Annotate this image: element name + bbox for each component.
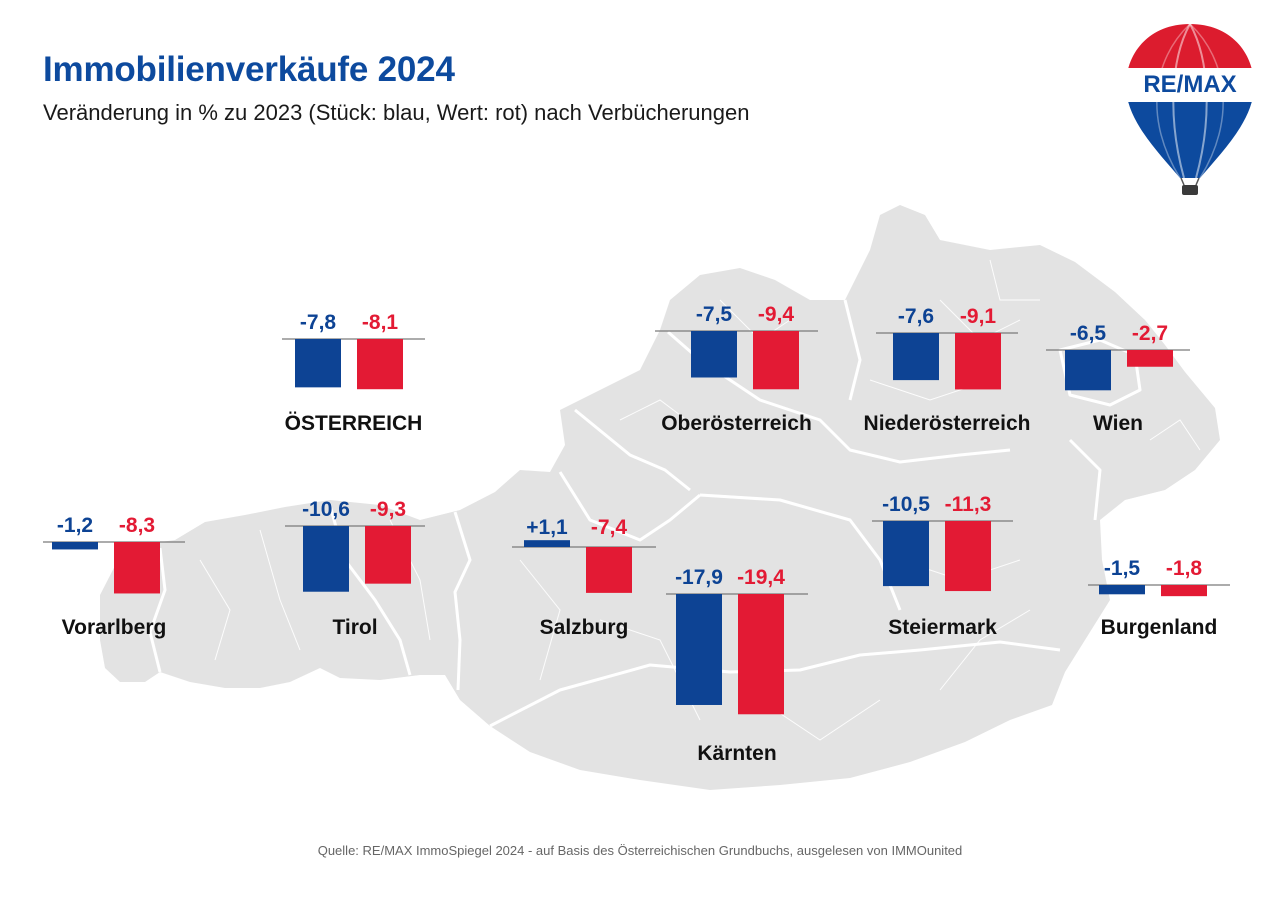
bar-wert xyxy=(1161,585,1207,597)
value-label-wert: -1,8 xyxy=(1166,557,1203,580)
value-label-stueck: +1,1 xyxy=(526,516,568,539)
value-label-wert: -9,3 xyxy=(370,498,406,521)
logo-lettering: RE/MAX xyxy=(1143,71,1236,98)
region-name: Steiermark xyxy=(888,616,997,639)
bar-stueck xyxy=(1099,585,1145,595)
region-name: ÖSTERREICH xyxy=(285,412,423,435)
value-label-stueck: -7,6 xyxy=(898,305,934,328)
bar-wert xyxy=(114,542,160,594)
bar-wert xyxy=(365,526,411,584)
bar-wert xyxy=(738,594,784,715)
value-label-stueck: -10,5 xyxy=(882,493,930,516)
region-name: Oberösterreich xyxy=(661,412,812,435)
bar-stueck xyxy=(295,339,341,388)
value-label-stueck: -7,8 xyxy=(300,311,337,334)
bar-stueck xyxy=(691,331,737,378)
bar-stueck xyxy=(893,333,939,381)
region-name: Kärnten xyxy=(697,742,776,765)
source-note: Quelle: RE/MAX ImmoSpiegel 2024 - auf Ba… xyxy=(317,843,963,858)
bar-stueck xyxy=(52,542,98,550)
bar-stueck xyxy=(303,526,349,592)
value-label-stueck: -1,5 xyxy=(1104,557,1141,580)
value-label-wert: -7,4 xyxy=(591,516,628,539)
austria-map xyxy=(100,205,1220,790)
region-name: Burgenland xyxy=(1101,616,1218,639)
bar-wert xyxy=(955,333,1001,390)
value-label-wert: -8,3 xyxy=(119,514,155,537)
bar-wert xyxy=(357,339,403,390)
region-name: Vorarlberg xyxy=(62,616,167,639)
value-label-wert: -8,1 xyxy=(362,311,399,334)
value-label-stueck: -6,5 xyxy=(1070,322,1107,345)
bar-stueck xyxy=(676,594,722,705)
chart-title: Immobilienverkäufe 2024 xyxy=(43,50,455,89)
value-label-stueck: -7,5 xyxy=(696,303,733,326)
value-label-stueck: -17,9 xyxy=(675,566,723,589)
bar-stueck xyxy=(524,540,570,547)
region-name: Niederösterreich xyxy=(864,412,1031,435)
value-label-wert: -9,4 xyxy=(758,303,795,326)
bar-stueck xyxy=(883,521,929,587)
value-label-wert: -2,7 xyxy=(1132,322,1168,345)
value-label-wert: -11,3 xyxy=(945,493,992,516)
region-name: Wien xyxy=(1093,412,1143,435)
chart-subtitle: Veränderung in % zu 2023 (Stück: blau, W… xyxy=(43,100,750,125)
bar-stueck xyxy=(1065,350,1111,391)
bar-wert xyxy=(945,521,991,592)
bars-layer: -7,8 -8,1 ÖSTERREICH -7,5 -9,4 Oberösterreich… xyxy=(43,303,1230,765)
bar-wert xyxy=(586,547,632,593)
remax-balloon-logo: RE/MAX xyxy=(1126,24,1254,195)
region-name: Salzburg xyxy=(540,616,629,639)
bar-wert xyxy=(753,331,799,390)
value-label-stueck: -10,6 xyxy=(302,498,350,521)
value-label-wert: -9,1 xyxy=(960,305,997,328)
bar-wert xyxy=(1127,350,1173,367)
value-label-wert: -19,4 xyxy=(737,566,785,589)
value-label-stueck: -1,2 xyxy=(57,514,93,537)
region-name: Tirol xyxy=(332,616,377,639)
